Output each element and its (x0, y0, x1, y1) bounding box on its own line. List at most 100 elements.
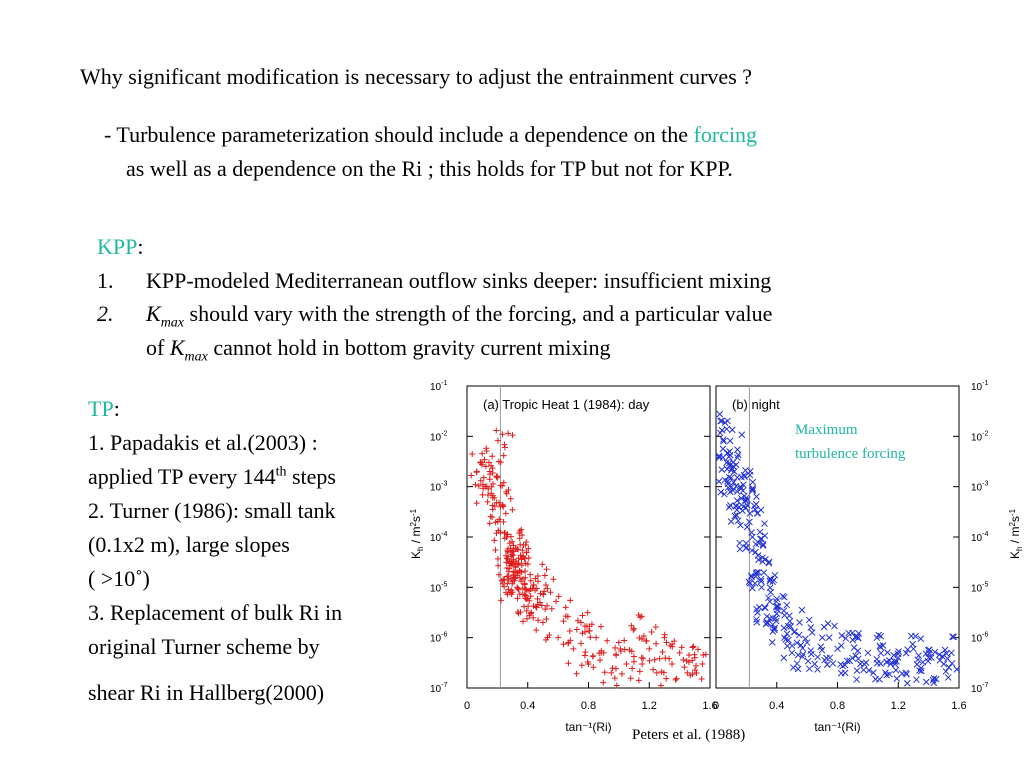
bullet-line-1-text: - Turbulence parameterization should inc… (104, 122, 694, 147)
cloud-point (909, 640, 917, 648)
cloud-point (821, 656, 828, 664)
cloud-point (693, 670, 700, 677)
kpp-item-1-number: 1. (97, 268, 114, 293)
cloud-point (542, 581, 549, 588)
cloud-point (825, 634, 833, 641)
cloud-point (738, 431, 746, 439)
x-tick-label: 0.8 (830, 700, 845, 712)
data-point (752, 548, 759, 556)
cloud-point (535, 578, 542, 585)
data-point (608, 669, 615, 676)
cloud-point (781, 593, 788, 601)
data-point (623, 660, 630, 667)
cloud-point (733, 511, 741, 519)
cloud-point (721, 490, 728, 498)
cloud-point (680, 656, 687, 663)
cloud-point (913, 660, 921, 668)
cloud-point (685, 659, 692, 666)
cloud-point (691, 667, 698, 674)
cloud-point (477, 477, 484, 484)
cloud-point (694, 646, 701, 653)
cloud-point (808, 629, 816, 636)
cloud-point (748, 547, 756, 554)
cloud-point (743, 501, 751, 509)
data-point (500, 518, 507, 525)
cloud-point (745, 578, 753, 586)
y-tick-label: 10-3 (971, 481, 988, 494)
x-tick-label: 1.2 (642, 700, 657, 712)
cloud-point (785, 636, 792, 644)
cloud-point (849, 629, 856, 637)
tp-line-5: ( >10˚) (88, 566, 150, 591)
cloud-point (876, 676, 883, 683)
kpp-item-2-line-2: of Kmax cannot hold in bottom gravity cu… (146, 335, 611, 365)
cloud-point (929, 676, 937, 684)
cloud-point (841, 661, 849, 669)
cloud-point (689, 657, 696, 664)
cloud-point (491, 537, 498, 544)
cloud-point (533, 604, 540, 611)
cloud-point (530, 602, 537, 609)
cloud-point (494, 437, 501, 444)
cloud-point (492, 519, 499, 526)
data-point (562, 604, 569, 611)
cloud-point (797, 641, 805, 649)
cloud-point (508, 587, 515, 594)
cloud-point (823, 661, 831, 668)
cloud-point (884, 649, 891, 656)
cloud-point (538, 602, 545, 609)
data-point (653, 669, 660, 676)
cloud-point (489, 513, 496, 520)
y-tick-label: 10-1 (430, 380, 447, 393)
x-axis-label: tan⁻¹(Ri) (814, 720, 860, 734)
cloud-point (726, 437, 734, 445)
cloud-point (919, 658, 927, 666)
cloud-point (497, 482, 504, 489)
cloud-point (715, 452, 723, 460)
cloud-point (510, 568, 517, 575)
cloud-point (479, 481, 486, 488)
cloud-point (942, 668, 950, 675)
cloud-point (772, 615, 779, 622)
cloud-point (741, 473, 749, 481)
kpp-item-2-text: Kmax should vary with the strength of th… (146, 301, 773, 331)
cloud-point (772, 598, 780, 605)
data-point (841, 669, 849, 677)
x-tick-label: 1.6 (951, 700, 966, 712)
data-point (593, 634, 600, 641)
cloud-point (489, 502, 496, 509)
cloud-point (484, 498, 491, 505)
cloud-point (581, 623, 588, 630)
cloud-point (553, 598, 560, 605)
cloud-point (734, 446, 741, 453)
cloud-point (765, 558, 773, 566)
cloud-point (885, 657, 893, 664)
cloud-point (501, 535, 508, 542)
cloud-point (663, 675, 670, 682)
cloud-point (780, 624, 788, 632)
cloud-point (518, 526, 525, 533)
kpp-heading: KPP: (97, 234, 143, 260)
cloud-point (930, 674, 938, 682)
data-point (730, 468, 738, 475)
cloud-point (734, 517, 742, 525)
cloud-point (510, 542, 517, 549)
cloud-point (636, 634, 643, 641)
tp-line-2: applied TP every 144th steps (88, 464, 336, 489)
cloud-point (757, 578, 765, 585)
cloud-point (715, 453, 723, 461)
cloud-point (904, 646, 911, 653)
cloud-point (519, 547, 526, 554)
y-tick-label: 10-5 (430, 581, 447, 594)
cloud-point (681, 664, 688, 671)
cloud-point (751, 502, 758, 510)
cloud-point (764, 619, 771, 627)
cloud-point (621, 646, 628, 653)
cloud-point (510, 548, 517, 555)
cloud-point (784, 642, 791, 650)
cloud-point (525, 603, 532, 610)
cloud-point (534, 573, 541, 580)
cloud-point (485, 485, 492, 492)
cloud-point (566, 627, 573, 634)
